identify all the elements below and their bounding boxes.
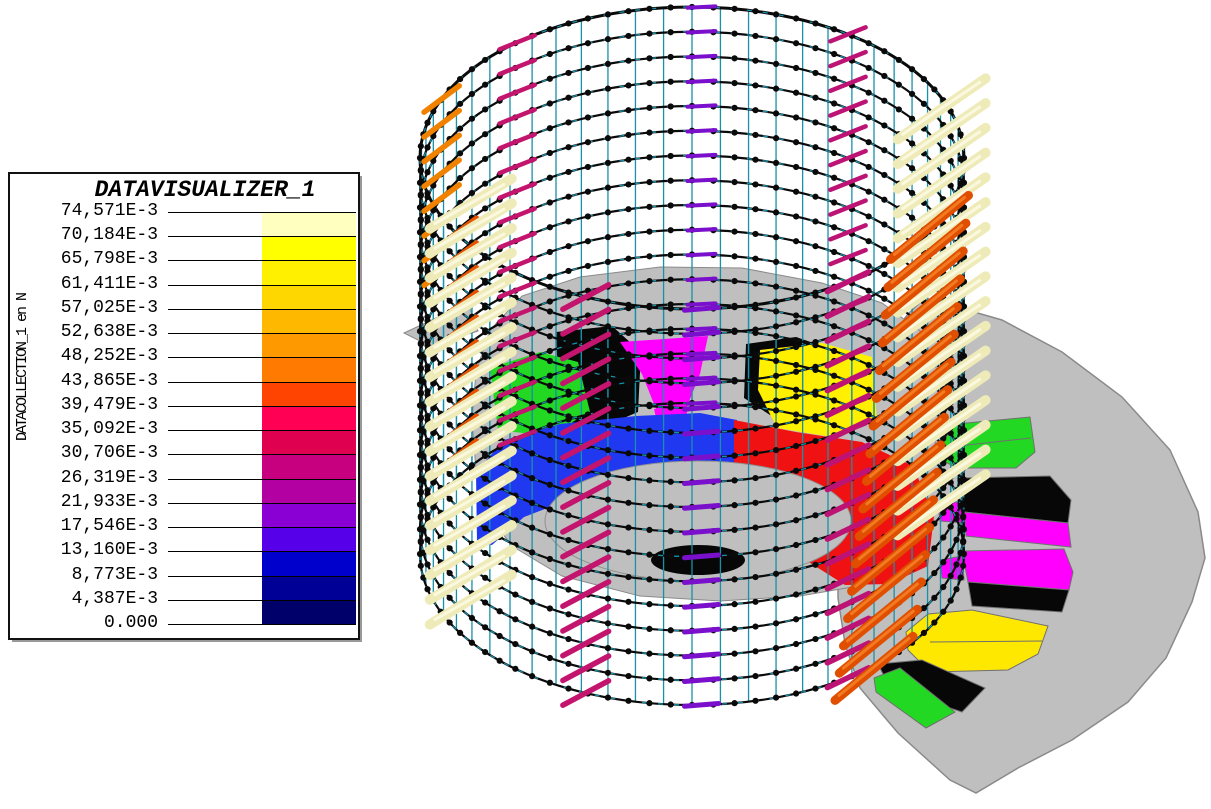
- legend-tick-label: 21,933E-3: [60, 491, 158, 512]
- legend-color-band: [262, 599, 356, 624]
- legend-tick-label: 74,571E-3: [60, 201, 158, 221]
- legend-tick-line: [168, 624, 356, 625]
- legend-color-band: [262, 551, 356, 576]
- legend-tick-line: [168, 284, 356, 286]
- legend-color-band: [262, 478, 356, 503]
- legend-tick-label: 4,387E-3: [71, 588, 158, 609]
- legend-tick-label: 8,773E-3: [71, 564, 158, 585]
- legend-color-band: [262, 381, 356, 406]
- legend-color-band: [262, 527, 356, 552]
- legend-tick-line: [168, 308, 356, 310]
- legend-tick-line: [168, 575, 356, 577]
- legend-tick-label: 48,252E-3: [60, 346, 158, 367]
- legend-tick-line: [168, 381, 356, 383]
- legend-tick-label: 70,184E-3: [60, 225, 158, 246]
- legend-tick-line: [168, 236, 356, 238]
- legend-color-band: [262, 357, 356, 382]
- legend-color-band: [262, 212, 356, 237]
- legend-tick-line: [168, 405, 356, 407]
- legend-tick-line: [168, 260, 356, 262]
- legend-tick-line: [168, 551, 356, 553]
- legend-color-band: [262, 405, 356, 431]
- legend-tick-label: 61,411E-3: [60, 273, 158, 294]
- legend-color-band: [262, 236, 356, 261]
- legend-color-band: [262, 575, 356, 600]
- legend-color-band: [262, 333, 356, 358]
- legend-tick-line: [168, 527, 356, 529]
- legend-color-band: [262, 308, 356, 334]
- legend-tick-label: 39,479E-3: [60, 394, 158, 415]
- legend-tick-label: 30,706E-3: [60, 443, 158, 464]
- legend-tick-label: 13,160E-3: [60, 540, 158, 561]
- legend-tick-label: 43,865E-3: [60, 370, 158, 391]
- legend-title: DATAVISUALIZER_1: [94, 177, 316, 203]
- legend-color-band: [262, 260, 356, 285]
- legend-color-band: [262, 502, 356, 528]
- legend-color-band: [262, 284, 356, 309]
- legend-tick-line: [168, 478, 356, 480]
- legend-tick-line: [168, 333, 356, 335]
- legend-tick-label: 17,546E-3: [60, 516, 158, 537]
- legend-tick-label: 52,638E-3: [60, 322, 158, 343]
- legend-color-band: [262, 454, 356, 479]
- legend-tick-line: [168, 502, 356, 504]
- legend-tick-line: [168, 454, 356, 456]
- legend-color-band: [262, 430, 356, 455]
- legend-tick-line: [168, 599, 356, 601]
- legend-tick-line: [168, 430, 356, 432]
- legend-tick-label: 0.000: [103, 613, 158, 633]
- end-winding-rods: [424, 73, 991, 705]
- legend-tick-line: [168, 357, 356, 359]
- legend-tick-label: 57,025E-3: [60, 297, 158, 318]
- legend-tick-label: 35,092E-3: [60, 419, 158, 440]
- legend-scale: 74,571E-3 70,184E-3 65,798E-3 61,411E-3 57,0…: [10, 174, 358, 638]
- legend-tick-line: [168, 212, 356, 213]
- legend-tick-label: 26,319E-3: [60, 467, 158, 488]
- legend-colorbar: [262, 212, 356, 624]
- legend-tick-label: 65,798E-3: [60, 249, 158, 270]
- legend-panel: DATAVISUALIZER_1 DATACOLLECTION_1 en N 7…: [8, 172, 360, 640]
